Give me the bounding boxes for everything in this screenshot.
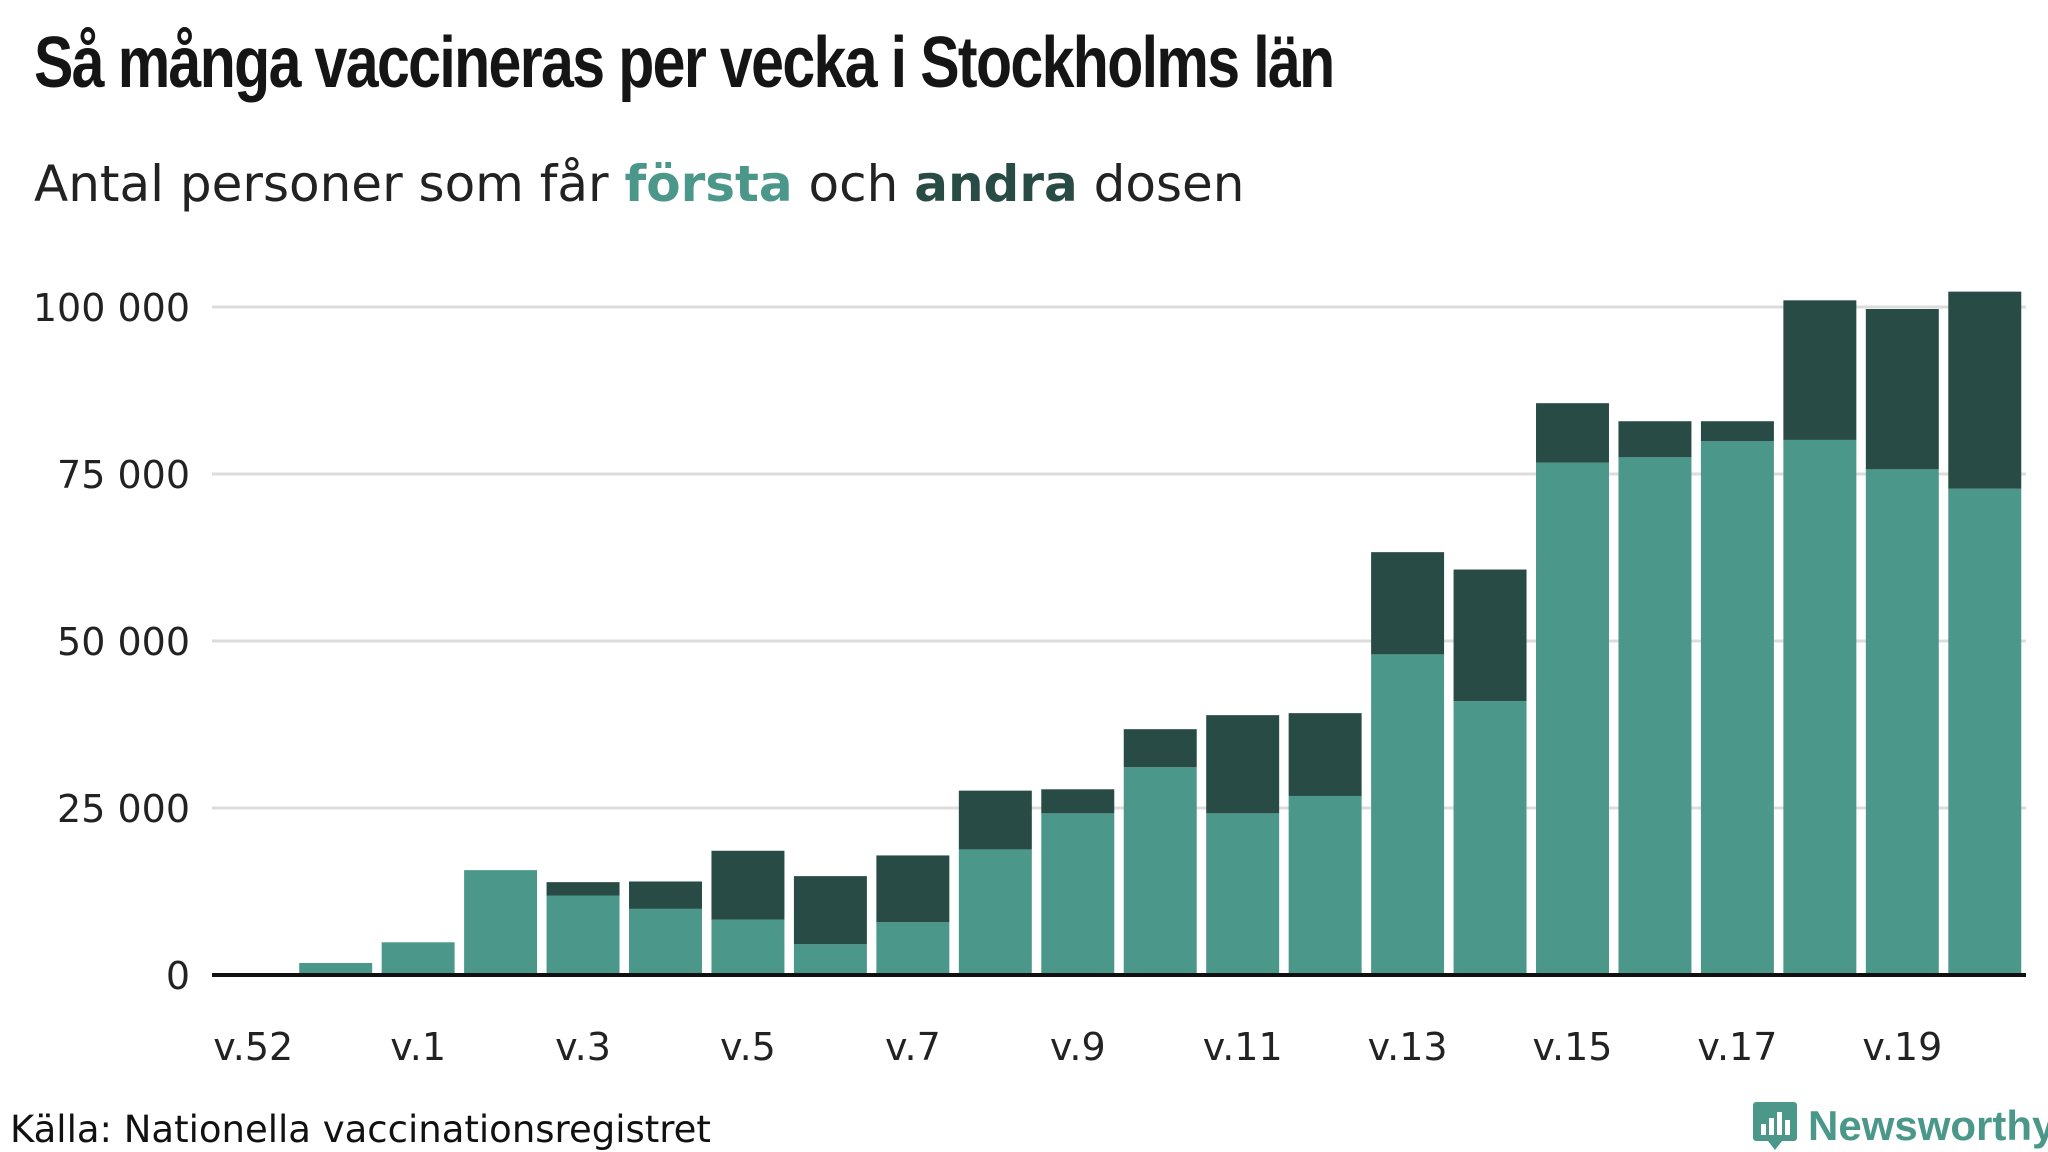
bar-second-dose [1041, 789, 1115, 814]
bar-first-dose [546, 895, 620, 975]
bar-first-dose [1618, 457, 1692, 975]
bar-second-dose [711, 850, 785, 920]
bar-first-dose [1288, 795, 1362, 975]
bar-second-dose [1123, 729, 1197, 768]
bars [299, 291, 2022, 975]
newsworthy-chart-bubble-icon [1753, 1102, 1797, 1150]
bar-first-dose [1371, 654, 1445, 975]
x-tick-label: v.5 [720, 1025, 776, 1069]
bar-second-dose [1536, 403, 1609, 463]
bar-first-dose [793, 944, 867, 975]
chart-title: Så många vaccineras per vecka i Stockhol… [34, 23, 1335, 103]
bar-first-dose [1865, 469, 1939, 975]
newsworthy-logo[interactable]: Newsworthy [1752, 1100, 2048, 1152]
bar-first-dose [629, 908, 702, 975]
bar-second-dose [1783, 300, 1857, 440]
x-tick-label: v.19 [1862, 1025, 1942, 1069]
bar-first-dose [299, 962, 373, 975]
logo-text: Newsworthy [1808, 1102, 2048, 1149]
bar-second-dose [793, 876, 867, 945]
subtitle-suffix: dosen [1077, 155, 1245, 213]
subtitle-middle: och [792, 155, 915, 213]
x-tick-label: v.13 [1368, 1025, 1448, 1069]
bar-second-dose [1371, 552, 1445, 655]
source-note: Källa: Nationella vaccinationsregistret [10, 1108, 711, 1151]
bar-first-dose [1783, 439, 1857, 975]
bar-second-dose [958, 790, 1032, 850]
y-tick-label: 50 000 [57, 620, 190, 664]
bar-first-dose [1123, 767, 1197, 975]
y-tick-label: 25 000 [57, 787, 190, 831]
bar-second-dose [1948, 291, 2022, 489]
bar-first-dose [1206, 813, 1280, 975]
y-axis-labels: 0 25 000 50 000 75 000 100 000 [33, 286, 190, 998]
x-tick-label: v.9 [1050, 1025, 1106, 1069]
x-tick-label: v.11 [1203, 1025, 1283, 1069]
bar-second-dose [1288, 713, 1362, 796]
bar-first-dose [1700, 441, 1774, 975]
x-tick-label: v.1 [390, 1025, 446, 1069]
bar-first-dose [958, 849, 1032, 975]
bar-second-dose [1700, 421, 1774, 442]
subtitle-prefix: Antal personer som får [34, 155, 625, 213]
bar-first-dose [1453, 701, 1527, 975]
y-tick-label: 100 000 [33, 286, 190, 330]
x-tick-label: v.7 [885, 1025, 941, 1069]
y-tick-label: 0 [166, 954, 190, 998]
x-axis-labels: v.52 v.1 v.3 v.5 v.7 v.9 v.11 v.13 v.15 v.17 v.19 [213, 1025, 1942, 1069]
bar-second-dose [1618, 421, 1692, 458]
x-tick-label: v.17 [1697, 1025, 1777, 1069]
bar-second-dose [1865, 309, 1939, 470]
bar-first-dose [381, 942, 455, 975]
x-tick-label: v.15 [1533, 1025, 1613, 1069]
bar-first-dose [1536, 462, 1609, 975]
x-tick-label: v.3 [555, 1025, 611, 1069]
bar-first-dose [711, 919, 785, 975]
bar-second-dose [629, 881, 702, 909]
bar-second-dose [876, 855, 950, 923]
bar-second-dose [1206, 715, 1280, 814]
y-tick-label: 75 000 [57, 453, 190, 497]
legend-second-dose: andra [914, 155, 1078, 213]
legend-first-dose: första [624, 155, 793, 213]
x-tick-label: v.52 [213, 1025, 293, 1069]
bar-first-dose [1948, 488, 2022, 975]
bar-second-dose [546, 882, 620, 896]
bar-first-dose [876, 922, 950, 975]
bar-first-dose [464, 870, 538, 975]
chart-subtitle: Antal personer som får första och andra … [34, 155, 1244, 213]
bar-first-dose [1041, 813, 1115, 975]
bar-second-dose [1453, 569, 1527, 702]
